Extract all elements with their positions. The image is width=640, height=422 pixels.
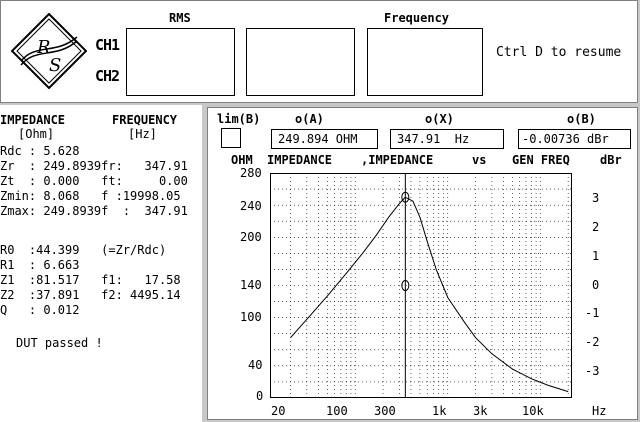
result-line-zmax: Zmax: 249.8939f : 347.91 [0,204,188,218]
measurement-header: R S CH1 CH2 RMS Frequency Ctrl D to resu… [0,0,638,103]
hz-unit: [Hz] [128,127,157,141]
svg-text:S: S [49,55,61,76]
x-tick-label: 10k [522,404,544,418]
ch1-label: CH1 [95,36,120,54]
result-line-zt: Zt : 0.000 ft: 0.00 [0,174,188,188]
frequency-heading: FREQUENCY [112,113,178,127]
dut-status: DUT passed ! [16,336,103,350]
lim-b-checkbox[interactable] [221,128,241,148]
impedance-plot[interactable] [270,173,572,398]
graph-title-vs: vs [472,153,487,167]
result-line-z2: Z2 :37.891 f2: 4495.14 [0,288,181,302]
svg-text:R: R [36,37,51,58]
oA-value: 249.894 OHM [271,129,378,149]
result-line-r1: R1 : 6.663 [0,258,80,272]
result-line-q: Q : 0.012 [0,303,80,317]
x-tick-label: 1k [432,404,447,418]
y2-tick-label: 1 [592,249,600,263]
y2-tick-label: 3 [592,191,600,205]
cursor-marker [401,191,410,203]
rms-ch1-display [126,28,235,96]
cursor-marker [401,280,410,291]
lim-b-label: lim(B) [217,112,261,126]
rs-logo-icon: R S [11,13,87,89]
y-tick-label: 200 [240,230,262,244]
result-line-r0: R0 :44.399 (=Zr/Rdc) [0,243,167,257]
impedance-series-line [290,196,569,393]
y-tick-label: 280 [240,166,262,180]
graph-title-c: GEN FREQ [512,153,570,167]
graph-panel: lim(B) o(A) o(X) o(B) 249.894 OHM 347.91… [207,107,638,420]
result-line-rdc: Rdc : 5.628 [0,144,80,158]
x-tick-label: 3k [473,404,488,418]
plot-frame [270,173,572,398]
frequency-display [367,28,483,96]
y2-tick-label: -1 [585,306,600,320]
y2-tick-label: -2 [585,335,600,349]
y2-tick-label: 0 [592,278,600,292]
oA-label: o(A) [295,112,324,126]
x-tick-label: 100 [326,404,348,418]
results-block-1: Rdc : 5.628 Zr : 249.8939fr: 347.91 Zt :… [0,144,188,219]
ch2-label: CH2 [95,67,120,85]
graph-title-b: ,IMPEDANCE [361,153,434,167]
graph-title-a: IMPEDANCE [267,153,333,167]
plot-cursor [401,173,410,398]
y-tick-label: 240 [240,199,262,213]
oX-value: 347.91 Hz [390,129,504,149]
x-tick-label: 20 [271,404,286,418]
results-panel: IMPEDANCE FREQUENCY [Ohm] [Hz] Rdc : 5.6… [0,105,202,422]
ohm-unit: [Ohm] [18,127,55,141]
plot-series [290,196,569,393]
plot-grid [270,173,572,398]
result-line-z1: Z1 :81.517 f1: 17.58 [0,273,181,287]
rms-ch2-display [246,28,355,96]
oB-label: o(B) [567,112,596,126]
rms-label: RMS [169,11,191,25]
resume-hint: Ctrl D to resume [496,45,622,60]
oX-label: o(X) [425,112,454,126]
y2-tick-label: 2 [592,220,600,234]
y-tick-label: 100 [240,310,262,324]
impedance-heading: IMPEDANCE [0,113,66,127]
y-tick-label: 140 [240,278,262,292]
y-tick-label: 40 [248,358,263,372]
frequency-label: Frequency [384,11,450,25]
right-unit: dBr [600,153,622,167]
y-tick-label: 0 [256,389,264,403]
x-unit-label: Hz [592,404,607,418]
result-line-zr: Zr : 249.8939fr: 347.91 [0,159,188,173]
left-unit: OHM [231,153,253,167]
x-tick-label: 300 [374,404,396,418]
y2-tick-label: -3 [585,364,600,378]
result-line-zmin: Zmin: 8.068 f :19998.05 [0,189,181,203]
oB-value: -0.00736 dBr [518,129,631,149]
results-block-2: R0 :44.399 (=Zr/Rdc) R1 : 6.663 Z1 :81.5… [0,243,181,318]
